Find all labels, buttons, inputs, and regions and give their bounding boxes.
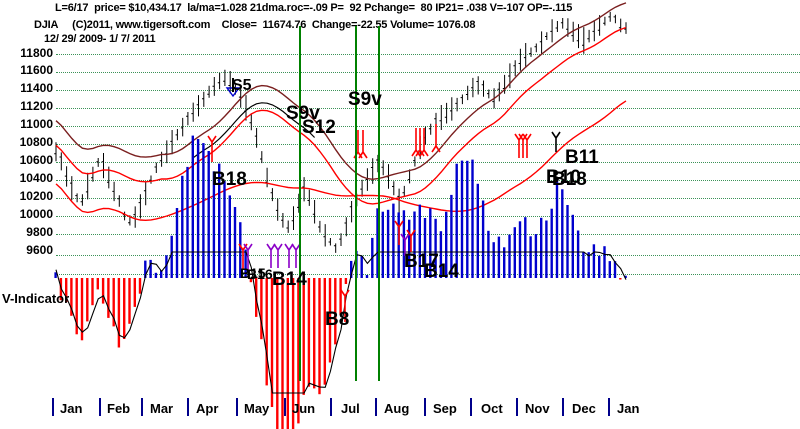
upper-band-line [55,2,627,181]
month-tick [141,398,143,416]
month-tick [470,398,472,416]
y-axis-labels: 11800 11600 11400 11200 11000 10800 1060… [0,0,56,280]
lower-band-line [55,100,627,222]
month-tick [187,398,189,416]
gridline [56,54,800,55]
vindicator-overlay-line [55,251,627,394]
annotation-b11: B11 [565,147,599,168]
month-label-may: May [244,401,270,416]
mid-band-line [55,26,627,205]
vindicator-pane [54,135,800,429]
gridline [56,216,800,217]
vertical-marker-line [299,26,301,381]
ohlc-bars [54,11,627,253]
annotation-s9v: S9v [286,103,320,124]
month-tick [562,398,564,416]
vertical-marker-line [355,26,357,381]
month-tick [424,398,426,416]
annotation-b16: B16 [247,266,273,282]
y-tick-label: 10600 [19,153,53,167]
gridline [56,144,800,145]
annotation-b14: B14 [272,269,307,290]
gridline [56,234,800,235]
y-tick-label: 10000 [19,207,53,221]
y-tick-label: 11200 [20,99,53,113]
annotation-b17: B17 [404,251,439,272]
month-tick [330,398,332,416]
month-label-feb: Feb [107,401,131,416]
month-tick [284,398,286,416]
gridline [56,198,800,199]
gridline [56,180,800,181]
month-tick [99,398,101,416]
vindicator-bars [54,135,627,429]
y-tick-label: 11000 [20,117,53,131]
vertical-marker-line [378,26,380,381]
annotation-b14-2: B14 [424,261,459,282]
y-tick-label: 11600 [20,63,53,77]
x-axis-months: Jan Feb Mar Apr May Jun Jul Aug Sep Oct … [0,398,800,426]
annotation-s9v-2: S9v [348,89,382,110]
y-tick-label: 11800 [20,46,53,60]
annotation-b18: B18 [212,169,247,190]
y-tick-label: 10200 [19,189,53,203]
month-label-aug: Aug [384,401,410,416]
annotation-b8: B8 [325,309,350,330]
month-label-jan: Jan [60,401,83,416]
y-tick-label: 9600 [26,243,53,257]
vindicator-svg [54,135,627,429]
price-pane [54,2,800,253]
month-label-sep: Sep [433,401,457,416]
month-label-jan-2: Jan [617,401,640,416]
header-symbol-line: DJIA (C)2011, www.tigersoft.com Close= 1… [34,19,476,31]
month-label-oct: Oct [481,401,503,416]
month-label-apr: Apr [196,401,219,416]
month-tick [375,398,377,416]
gridline [56,72,800,73]
gridline [56,108,800,109]
month-label-jul: Jul [341,401,360,416]
header-stats-line: L=6/17 price= $10,434.17 la/ma=1.028 21d… [55,2,573,14]
annotation-s12: S12 [302,117,336,138]
y-tick-label: 9800 [26,225,53,239]
inner-black-line [192,102,316,159]
vindicator-label: V-Indicator [2,291,70,306]
month-tick [52,398,54,416]
gridline [56,90,800,91]
month-label-jun: Jun [292,401,316,416]
gridline [56,126,800,127]
month-label-dec: Dec [572,401,596,416]
month-tick [516,398,518,416]
y-tick-label: 11400 [20,81,53,95]
annotation-b18-2: B18 [552,169,587,190]
header-date-range: 12/ 29/ 2009- 1/ 7/ 2011 [44,33,156,45]
gridline [56,274,800,275]
annotation-b10: B10 [546,167,581,188]
month-label-mar: Mar [150,401,174,416]
y-tick-label: 10400 [19,171,53,185]
y-tick-label: 10800 [19,135,53,149]
month-tick [236,398,238,416]
gridline [56,162,800,163]
month-label-nov: Nov [525,401,550,416]
annotation-b15: B15 [240,265,266,281]
gridline [56,255,800,256]
price-series-svg [54,2,627,253]
annotation-s5: S5 [232,77,252,94]
month-tick [608,398,610,416]
